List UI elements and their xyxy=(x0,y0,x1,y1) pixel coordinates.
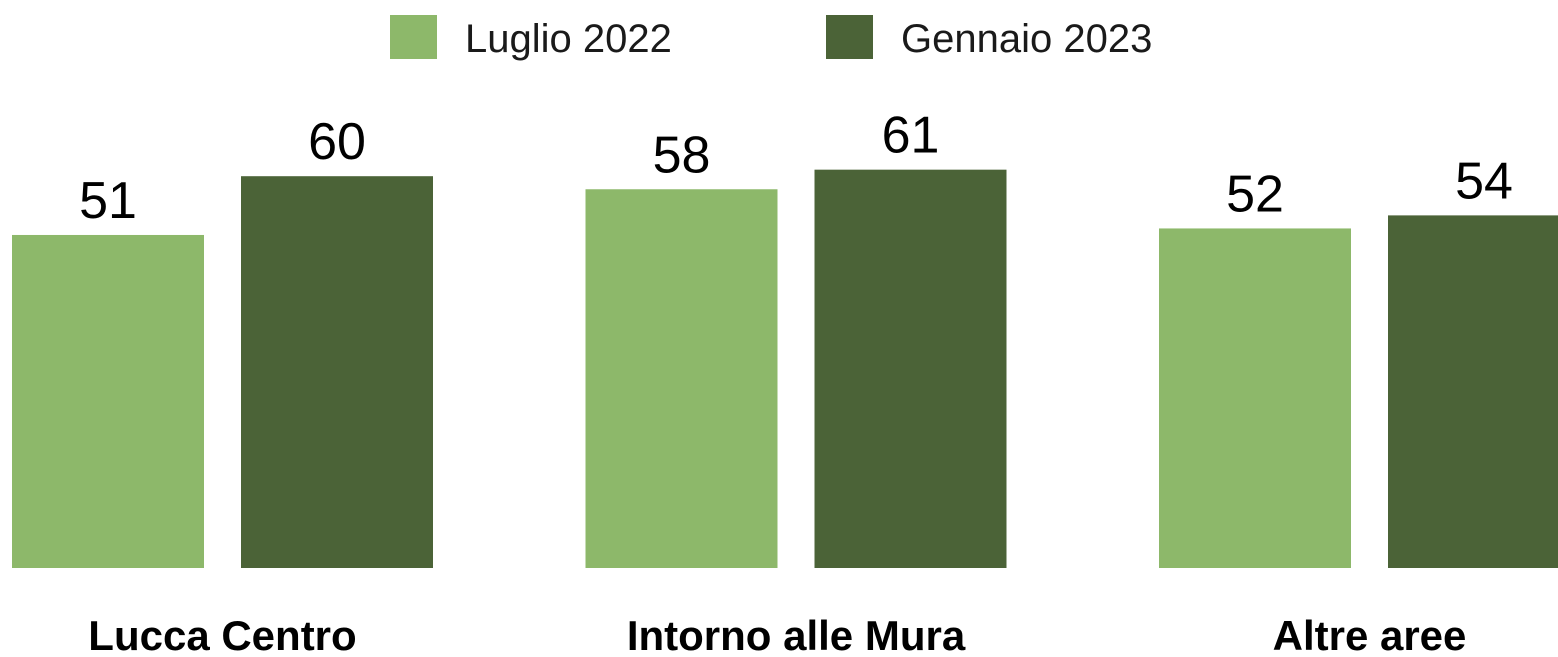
bar xyxy=(241,176,433,568)
bar xyxy=(12,234,204,568)
value-label: 60 xyxy=(308,113,366,171)
value-label: 54 xyxy=(1455,152,1513,210)
bar xyxy=(814,169,1007,569)
category-label: Intorno alle Mura xyxy=(627,612,966,657)
value-label: 52 xyxy=(1226,165,1284,223)
legend-label: Gennaio 2023 xyxy=(901,17,1152,61)
bar xyxy=(1159,228,1351,568)
bar xyxy=(585,189,778,568)
legend-swatch xyxy=(390,15,437,59)
legend-swatch xyxy=(826,15,873,59)
category-label: Altre aree xyxy=(1273,612,1467,657)
legend-label: Luglio 2022 xyxy=(465,17,672,61)
value-label: 61 xyxy=(882,107,940,165)
bar xyxy=(1388,215,1558,568)
value-label: 58 xyxy=(653,126,711,184)
value-label: 51 xyxy=(79,172,137,230)
category-label: Lucca Centro xyxy=(88,612,356,657)
